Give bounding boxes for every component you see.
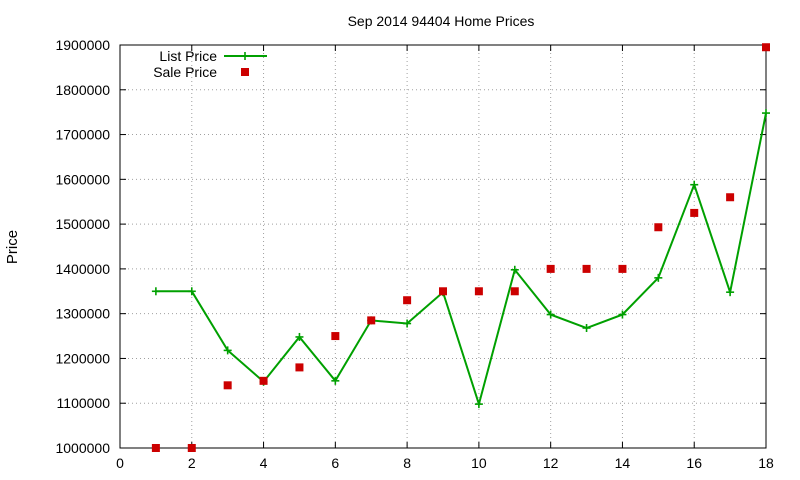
list-price-point <box>582 323 591 332</box>
y-tick-label: 1300000 <box>55 306 110 322</box>
sale-price-point <box>546 264 555 273</box>
y-tick-label: 1600000 <box>55 171 110 187</box>
x-tick-label: 4 <box>260 455 268 471</box>
list-price-point <box>331 376 340 385</box>
list-price-line <box>155 112 767 408</box>
sale-price-point <box>474 287 483 296</box>
y-tick-label: 1700000 <box>55 127 110 143</box>
list-price-point <box>762 109 770 118</box>
chart-title: Sep 2014 94404 Home Prices <box>348 13 535 29</box>
x-tick-label: 8 <box>403 455 411 471</box>
sale-price-point <box>762 43 770 52</box>
list-price-point <box>546 310 555 319</box>
x-tick-label: 0 <box>116 455 124 471</box>
y-tick-label: 1900000 <box>55 37 110 53</box>
list-price-point <box>151 287 160 296</box>
sale-price-point <box>187 444 196 452</box>
list-price-point <box>187 287 196 296</box>
y-tick-label: 1000000 <box>55 440 110 456</box>
plot-frame <box>119 44 767 449</box>
x-tick-label: 10 <box>471 455 487 471</box>
sale-price-point <box>259 376 268 385</box>
list-price-point <box>690 180 699 189</box>
y-tick-label: 1500000 <box>55 216 110 232</box>
y-tick-label: 1800000 <box>55 82 110 98</box>
list-price-point <box>726 288 735 297</box>
x-tick-label: 6 <box>331 455 339 471</box>
list-price-point <box>403 319 412 328</box>
sale-price-point <box>690 208 699 217</box>
list-price-point <box>474 400 483 409</box>
sale-price-point <box>726 193 735 202</box>
sale-price-point <box>403 296 412 305</box>
sale-price-point <box>151 444 160 452</box>
sale-price-point <box>223 381 232 390</box>
x-tick-label: 14 <box>615 455 631 471</box>
sale-price-point <box>295 363 304 372</box>
list-price-point <box>295 332 304 341</box>
sale-price-point <box>367 316 376 325</box>
list-price-point <box>223 346 232 355</box>
list-price-point <box>654 273 663 282</box>
y-axis-label: Price <box>4 230 21 264</box>
sale-price-point <box>331 332 340 341</box>
legend-label: List Price <box>159 48 217 64</box>
x-tick-label: 18 <box>758 455 774 471</box>
x-tick-label: 16 <box>686 455 702 471</box>
legend-swatch-cross <box>241 52 249 60</box>
list-price-point <box>510 265 519 274</box>
sale-price-point <box>510 287 519 296</box>
axis-ticks: 0 2 4 6 8 10 12 14 16 18 1000000 1100000 1200000 1300… <box>55 37 774 471</box>
list-price-point <box>618 310 627 319</box>
legend-swatch-square <box>241 68 249 76</box>
legend-label: Sale Price <box>153 64 217 80</box>
x-tick-label: 2 <box>188 455 196 471</box>
y-tick-label: 1200000 <box>55 350 110 366</box>
sale-price-point <box>582 264 591 273</box>
sale-price-point <box>618 264 627 273</box>
sale-price-point <box>439 287 447 296</box>
y-tick-label: 1400000 <box>55 261 110 277</box>
x-tick-label: 12 <box>543 455 559 471</box>
y-tick-label: 1100000 <box>57 395 111 411</box>
sale-price-point <box>654 223 663 232</box>
series-1 <box>151 43 770 452</box>
series-layer <box>151 43 770 452</box>
